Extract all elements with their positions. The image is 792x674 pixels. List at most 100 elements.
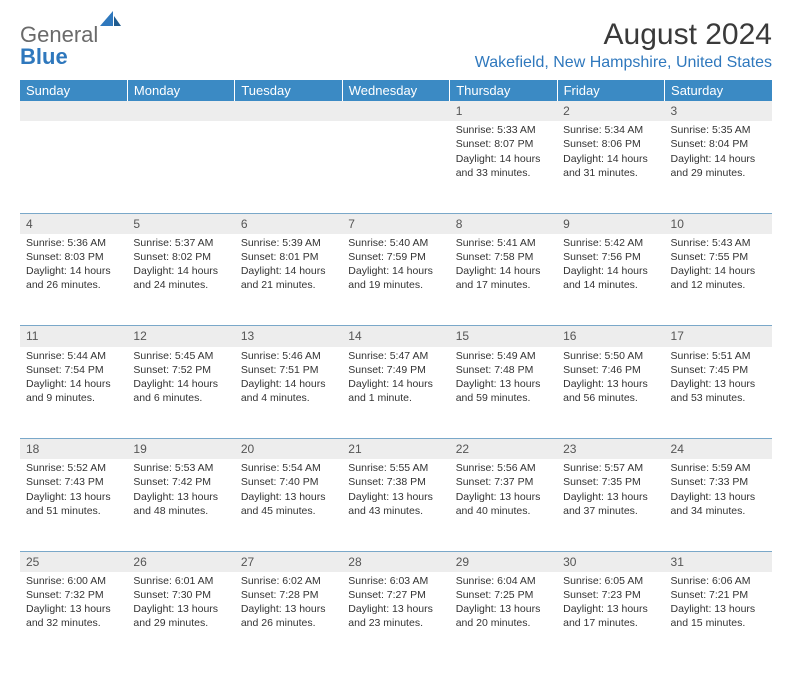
day-content: Sunrise: 5:53 AMSunset: 7:42 PMDaylight:… [127, 459, 234, 522]
day-number-cell: 12 [127, 326, 234, 346]
day-number-cell: 11 [20, 326, 127, 346]
day-cell: Sunrise: 5:45 AMSunset: 7:52 PMDaylight:… [127, 347, 234, 439]
day-number-cell: 21 [342, 439, 449, 459]
sunset-line: Sunset: 7:54 PM [26, 364, 104, 376]
sunrise-line: Sunrise: 5:51 AM [671, 350, 751, 362]
sunrise-line: Sunrise: 6:06 AM [671, 575, 751, 587]
daylight-line: Daylight: 14 hours and 26 minutes. [26, 265, 111, 291]
weekday-header: Saturday [665, 80, 772, 101]
sunset-line: Sunset: 8:07 PM [456, 138, 534, 150]
sunset-line: Sunset: 7:52 PM [133, 364, 211, 376]
logo-sail-icon [100, 10, 122, 32]
sunrise-line: Sunrise: 5:34 AM [563, 124, 643, 136]
day-content: Sunrise: 6:04 AMSunset: 7:25 PMDaylight:… [450, 572, 557, 635]
day-cell [20, 121, 127, 213]
sunrise-line: Sunrise: 5:41 AM [456, 237, 536, 249]
sunrise-line: Sunrise: 5:37 AM [133, 237, 213, 249]
day-cell: Sunrise: 5:37 AMSunset: 8:02 PMDaylight:… [127, 234, 234, 326]
day-cell [342, 121, 449, 213]
sunrise-line: Sunrise: 6:00 AM [26, 575, 106, 587]
sunset-line: Sunset: 7:56 PM [563, 251, 641, 263]
sunset-line: Sunset: 8:03 PM [26, 251, 104, 263]
day-number-cell: 18 [20, 439, 127, 459]
sunrise-line: Sunrise: 5:55 AM [348, 462, 428, 474]
daynum-row: 45678910 [20, 214, 772, 234]
day-number-cell: 8 [450, 214, 557, 234]
day-cell: Sunrise: 5:50 AMSunset: 7:46 PMDaylight:… [557, 347, 664, 439]
day-number-cell: 2 [557, 101, 664, 121]
weekday-header: Monday [127, 80, 234, 101]
sunset-line: Sunset: 7:55 PM [671, 251, 749, 263]
day-cell: Sunrise: 5:53 AMSunset: 7:42 PMDaylight:… [127, 459, 234, 551]
day-content: Sunrise: 5:34 AMSunset: 8:06 PMDaylight:… [557, 121, 664, 184]
day-number-cell: 9 [557, 214, 664, 234]
sunrise-line: Sunrise: 5:42 AM [563, 237, 643, 249]
daylight-line: Daylight: 13 hours and 23 minutes. [348, 603, 433, 629]
daylight-line: Daylight: 13 hours and 51 minutes. [26, 491, 111, 517]
day-cell: Sunrise: 5:36 AMSunset: 8:03 PMDaylight:… [20, 234, 127, 326]
calendar-table: Sunday Monday Tuesday Wednesday Thursday… [20, 80, 772, 664]
sunrise-line: Sunrise: 5:49 AM [456, 350, 536, 362]
day-content: Sunrise: 5:46 AMSunset: 7:51 PMDaylight:… [235, 347, 342, 410]
day-content: Sunrise: 5:41 AMSunset: 7:58 PMDaylight:… [450, 234, 557, 297]
day-content: Sunrise: 5:40 AMSunset: 7:59 PMDaylight:… [342, 234, 449, 297]
sunset-line: Sunset: 7:42 PM [133, 476, 211, 488]
day-number-cell: 20 [235, 439, 342, 459]
sunset-line: Sunset: 8:04 PM [671, 138, 749, 150]
day-content: Sunrise: 5:33 AMSunset: 8:07 PMDaylight:… [450, 121, 557, 184]
daylight-line: Daylight: 13 hours and 40 minutes. [456, 491, 541, 517]
day-content: Sunrise: 5:51 AM Sunset: 7:45 PM Daylight:… [665, 347, 772, 410]
day-cell: Sunrise: 5:43 AMSunset: 7:55 PMDaylight:… [665, 234, 772, 326]
daylight-line: Daylight: 13 hours and 20 minutes. [456, 603, 541, 629]
sunset-line: Sunset: 7:33 PM [671, 476, 749, 488]
daylight-line: Daylight: 13 hours and 34 minutes. [671, 491, 756, 517]
day-number-cell: 22 [450, 439, 557, 459]
daylight-line: Daylight: 14 hours and 31 minutes. [563, 153, 648, 179]
day-content: Sunrise: 5:37 AMSunset: 8:02 PMDaylight:… [127, 234, 234, 297]
day-cell: Sunrise: 5:39 AMSunset: 8:01 PMDaylight:… [235, 234, 342, 326]
sunset-line: Sunset: 7:45 PM [671, 364, 749, 376]
sunrise-line: Sunrise: 5:59 AM [671, 462, 751, 474]
sunrise-line: Sunrise: 5:56 AM [456, 462, 536, 474]
day-cell: Sunrise: 5:46 AMSunset: 7:51 PMDaylight:… [235, 347, 342, 439]
daylight-line: Daylight: 13 hours and 37 minutes. [563, 491, 648, 517]
sunset-line: Sunset: 7:51 PM [241, 364, 319, 376]
daylight-line: Daylight: 14 hours and 21 minutes. [241, 265, 326, 291]
day-content: Sunrise: 6:02 AMSunset: 7:28 PMDaylight:… [235, 572, 342, 635]
day-cell: Sunrise: 5:56 AMSunset: 7:37 PMDaylight:… [450, 459, 557, 551]
day-number-cell [20, 101, 127, 121]
sunrise-line: Sunrise: 5:52 AM [26, 462, 106, 474]
day-number-cell: 30 [557, 552, 664, 572]
day-number-cell: 4 [20, 214, 127, 234]
location: Wakefield, New Hampshire, United States [475, 54, 772, 72]
daynum-row: 11121314151617 [20, 326, 772, 346]
day-content: Sunrise: 5:35 AMSunset: 8:04 PMDaylight:… [665, 121, 772, 184]
daylight-line: Daylight: 13 hours and 53 minutes. [671, 378, 756, 404]
day-content: Sunrise: 6:00 AMSunset: 7:32 PMDaylight:… [20, 572, 127, 635]
day-number-cell: 25 [20, 552, 127, 572]
sunrise-line: Sunrise: 5:54 AM [241, 462, 321, 474]
sunrise-line: Sunrise: 5:57 AM [563, 462, 643, 474]
daylight-line: Daylight: 13 hours and 17 minutes. [563, 603, 648, 629]
week-row: Sunrise: 5:33 AM Sunset: 8:07 PM Daylight:… [20, 121, 772, 213]
weekday-header: Sunday [20, 80, 127, 101]
day-content: Sunrise: 5:49 AMSunset: 7:48 PMDaylight:… [450, 347, 557, 410]
day-number-cell: 14 [342, 326, 449, 346]
month-title: August 2024 [475, 18, 772, 52]
sunrise-line: Sunrise: 5:33 AM [456, 124, 536, 136]
day-cell: Sunrise: 5:40 AMSunset: 7:59 PMDaylight:… [342, 234, 449, 326]
sunset-line: Sunset: 7:40 PM [241, 476, 319, 488]
daylight-line: Daylight: 13 hours and 29 minutes. [133, 603, 218, 629]
sunrise-line: Sunrise: 6:05 AM [563, 575, 643, 587]
week-row: Sunrise: 5:52 AMSunset: 7:43 PMDaylight:… [20, 459, 772, 551]
day-number-cell: 27 [235, 552, 342, 572]
day-cell: Sunrise: 5:33 AMSunset: 8:07 PMDaylight:… [450, 121, 557, 213]
daylight-line: Daylight: 13 hours and 56 minutes. [563, 378, 648, 404]
day-cell: Sunrise: 5:54 AM Sunset: 7:40 PM Daylight:… [235, 459, 342, 551]
daylight-line: Daylight: 13 hours and 45 minutes. [241, 491, 326, 517]
calendar-page: GeneralBlue August 2024 Wakefield, New H… [0, 0, 792, 674]
day-content: Sunrise: 5:42 AMSunset: 7:56 PMDaylight:… [557, 234, 664, 297]
week-row: Sunrise: 5:44 AMSunset: 7:54 PMDaylight:… [20, 347, 772, 439]
day-cell [127, 121, 234, 213]
day-cell [235, 121, 342, 213]
